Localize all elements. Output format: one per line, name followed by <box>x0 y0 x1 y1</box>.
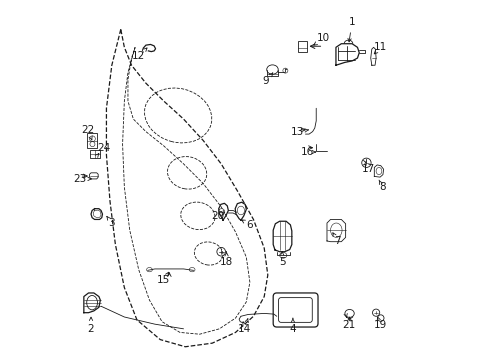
Text: 19: 19 <box>373 320 386 330</box>
Text: 8: 8 <box>379 182 385 192</box>
Text: 3: 3 <box>108 218 115 228</box>
Text: 2: 2 <box>87 324 94 334</box>
Text: 12: 12 <box>132 51 145 61</box>
Text: 4: 4 <box>289 324 296 334</box>
Text: 6: 6 <box>246 220 253 230</box>
Text: 9: 9 <box>262 76 269 86</box>
Text: 17: 17 <box>361 164 374 174</box>
Text: 23: 23 <box>73 174 86 184</box>
Bar <box>87 134 97 148</box>
Text: 20: 20 <box>211 211 224 221</box>
Bar <box>297 41 306 51</box>
Bar <box>89 149 100 158</box>
Text: 22: 22 <box>81 125 95 135</box>
Text: 21: 21 <box>341 320 354 330</box>
Text: 7: 7 <box>334 236 340 246</box>
Text: 18: 18 <box>220 257 233 267</box>
Text: 24: 24 <box>97 143 110 153</box>
Text: 10: 10 <box>316 33 329 43</box>
Text: 15: 15 <box>157 275 170 285</box>
Text: 5: 5 <box>278 257 285 267</box>
Text: 13: 13 <box>290 127 304 136</box>
Text: 11: 11 <box>373 42 386 52</box>
Text: 1: 1 <box>348 17 355 27</box>
Text: 14: 14 <box>237 324 251 334</box>
Text: 16: 16 <box>300 147 313 157</box>
